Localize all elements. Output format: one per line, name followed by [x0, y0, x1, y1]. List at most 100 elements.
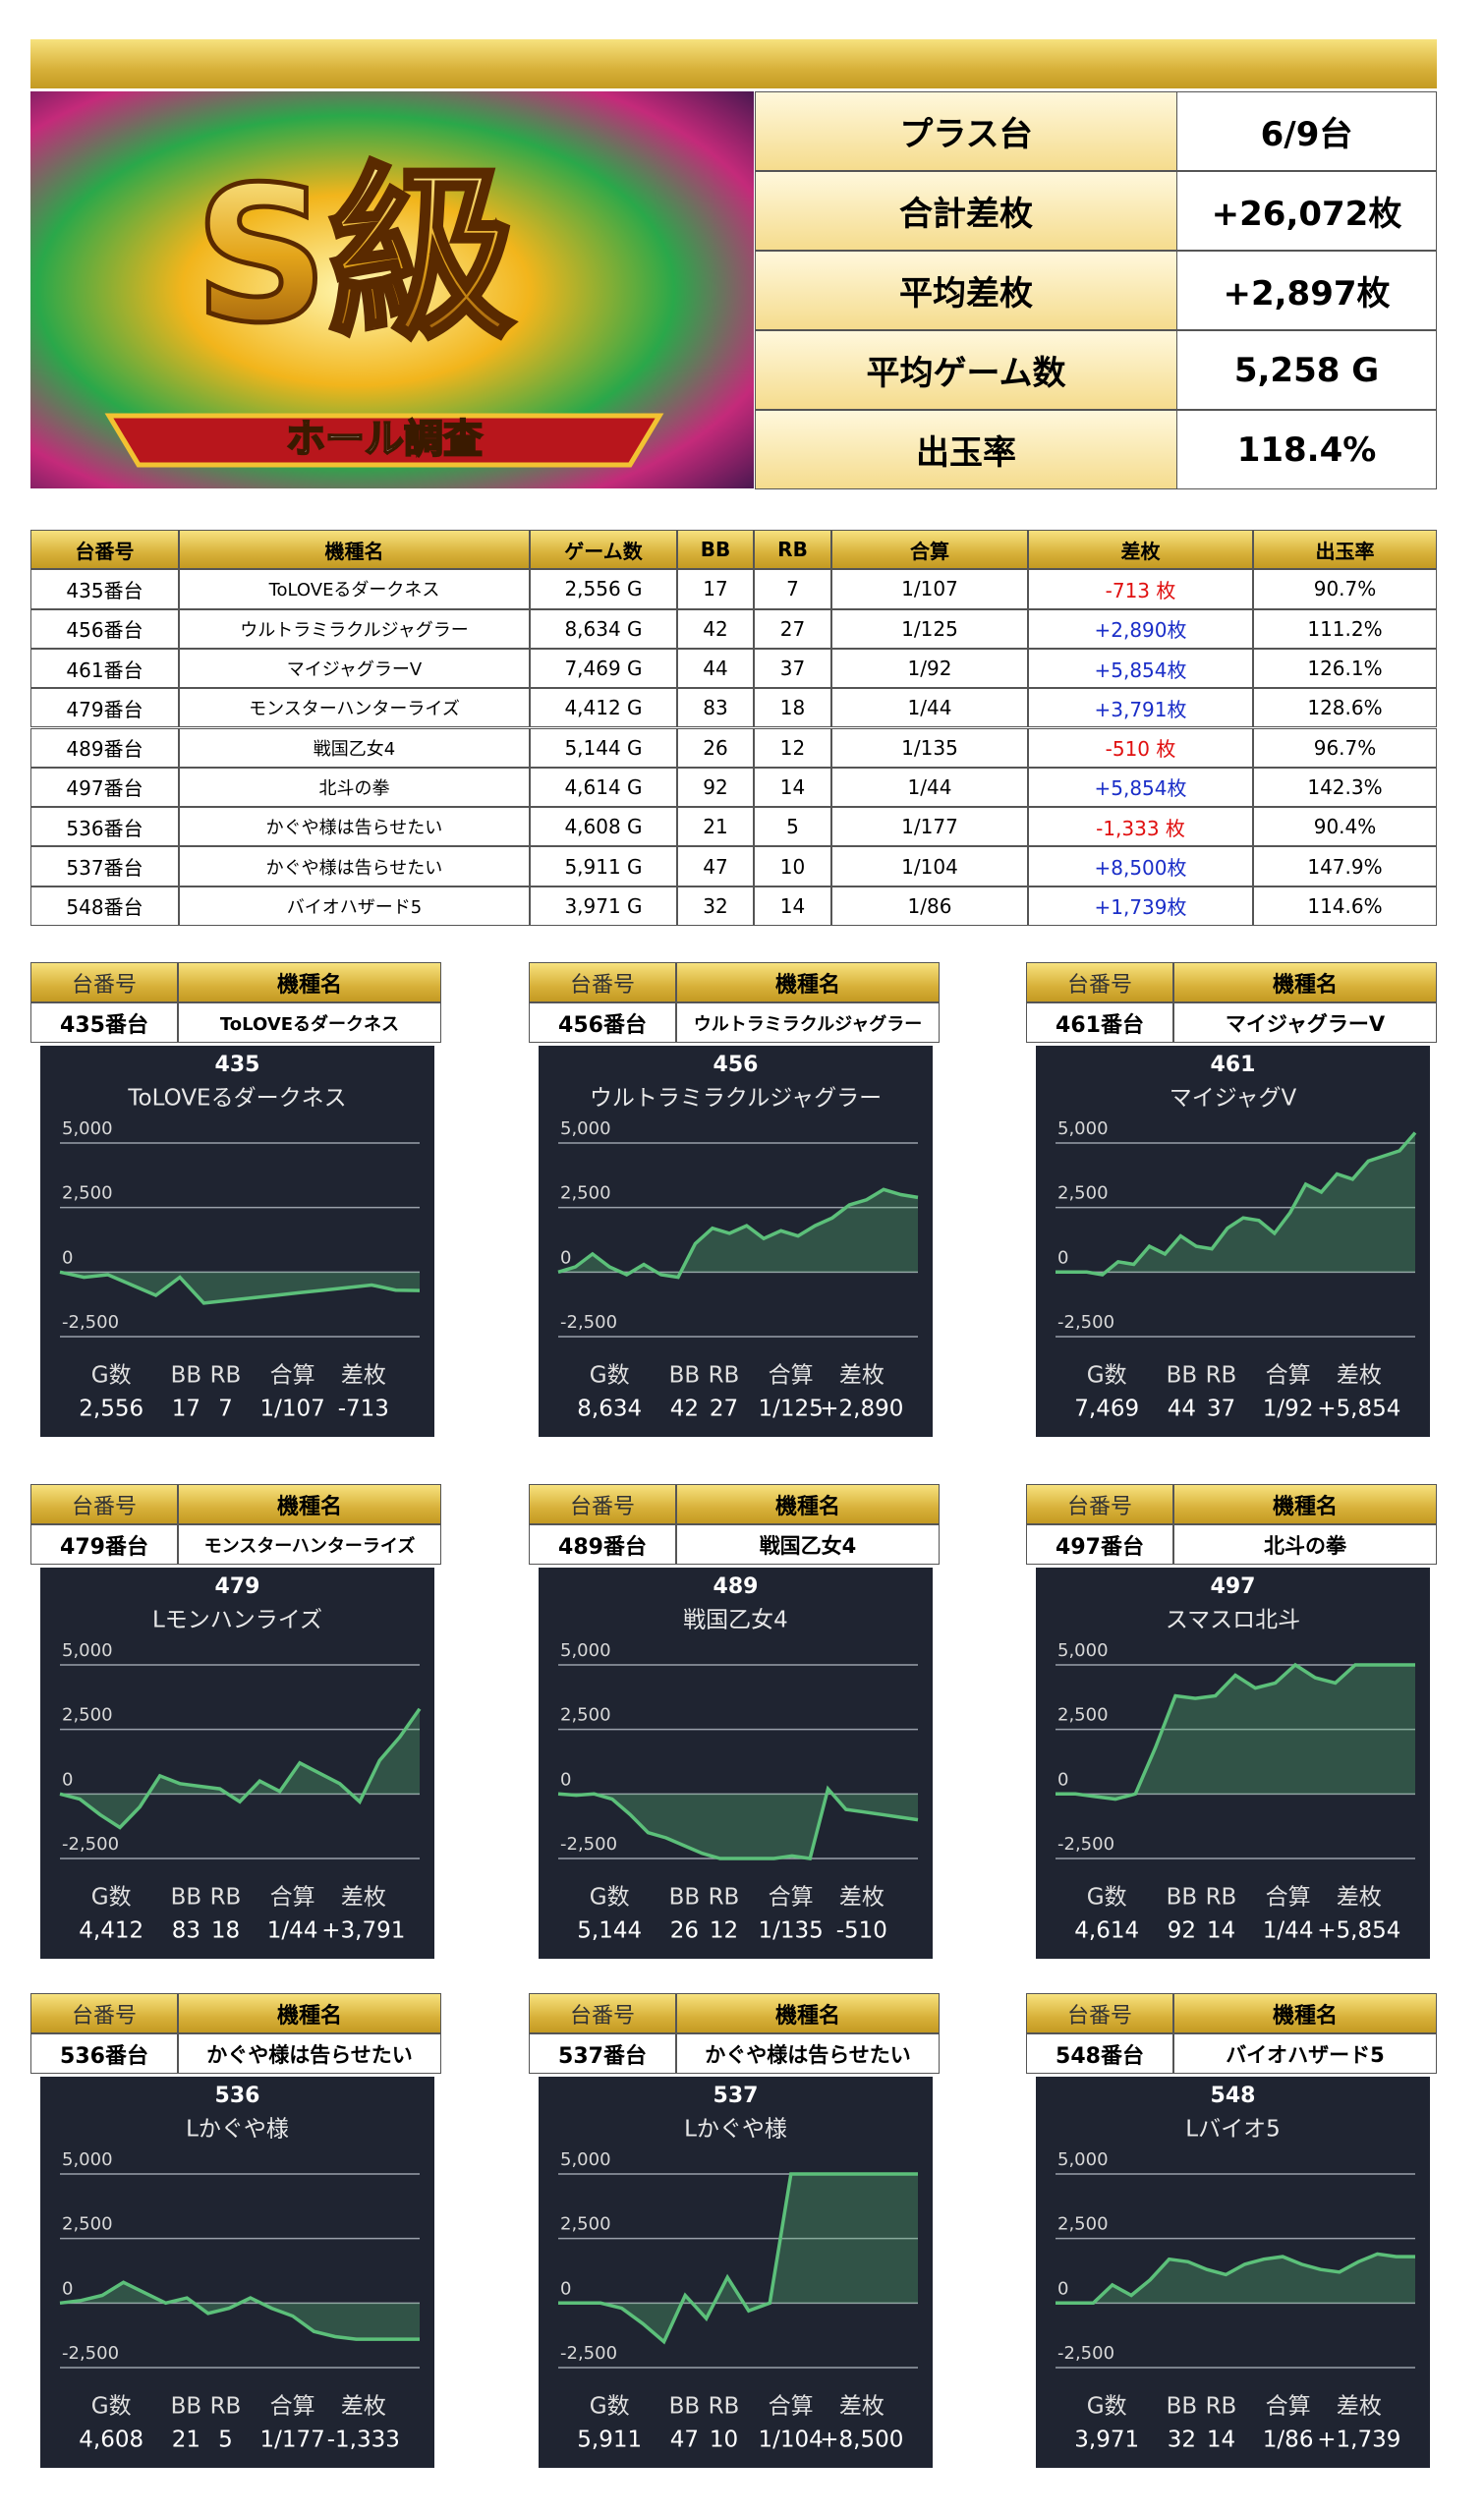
chart-title: 479 — [215, 1574, 260, 1599]
table-cell: 1/92 — [831, 648, 1028, 689]
panel-number: 456番台 — [529, 1002, 676, 1043]
summary-label: 平均ゲーム数 — [755, 330, 1177, 410]
table-header: ゲーム数 — [530, 530, 677, 570]
panel-name: ウルトラミラクルジャグラー — [676, 1002, 940, 1043]
y-tick-label: 5,000 — [1057, 1118, 1109, 1139]
line — [59, 1270, 421, 1305]
table-cell: 147.9% — [1253, 846, 1437, 886]
chart-bg — [539, 1568, 933, 1959]
stat-value: -713 — [338, 1397, 389, 1422]
stat-value: 1/104 — [758, 2428, 823, 2453]
chart-title: 548 — [1211, 2084, 1256, 2108]
panel-name: ToLOVEるダークネス — [178, 1002, 441, 1043]
panel-name: かぐや様は告らせたい — [676, 2033, 940, 2074]
area — [1056, 1665, 1415, 1800]
summary-value: 5,258 G — [1176, 330, 1437, 410]
stat-value: 83 — [172, 1918, 200, 1944]
stat-label: G数 — [1087, 1363, 1127, 1389]
table-cell: 7,469 G — [530, 648, 677, 689]
chart-bg — [40, 1568, 434, 1959]
panel-number: 536番台 — [30, 2033, 178, 2074]
chart-subtitle: マイジャグV — [1170, 1086, 1297, 1112]
table-cell: 1/86 — [831, 886, 1028, 926]
table-header: 差枚 — [1028, 530, 1253, 570]
y-tick-label: 2,500 — [560, 1705, 611, 1726]
panel-label: 台番号 — [529, 1993, 676, 2033]
stat-label: 合算 — [270, 1885, 315, 1911]
table-cell: 5,911 G — [530, 846, 677, 886]
table-cell: 3,971 G — [530, 886, 677, 926]
stat-value: -510 — [836, 1918, 887, 1944]
hero: S級 ホール調査 — [30, 91, 754, 488]
area — [558, 1789, 918, 1858]
stat-label: 差枚 — [341, 2394, 386, 2420]
stat-label: BB — [1167, 2394, 1198, 2420]
table-cell: 18 — [754, 688, 831, 728]
line — [558, 2172, 918, 2345]
stat-value: +5,854 — [1317, 1918, 1400, 1944]
hero-title: S級 — [195, 146, 516, 364]
stat-value: 1/92 — [1263, 1397, 1314, 1422]
stat-value: 4,614 — [1074, 1918, 1139, 1944]
table-cell: 489番台 — [30, 727, 179, 768]
y-tick-label: 2,500 — [1057, 1183, 1109, 1204]
stat-label: RB — [210, 1363, 242, 1389]
table-cell: 4,614 G — [530, 767, 677, 808]
stat-value: 4,412 — [79, 1918, 143, 1944]
stat-value: 17 — [172, 1397, 200, 1422]
chart-title: 497 — [1211, 1574, 1256, 1599]
chart-title: 461 — [1211, 1053, 1256, 1077]
stat-value: 14 — [1207, 2428, 1235, 2453]
chart-bg — [539, 1046, 933, 1437]
summary-value: +2,897枚 — [1176, 251, 1437, 330]
chart-subtitle: Lバイオ5 — [1185, 2117, 1280, 2143]
table-cell: 12 — [754, 727, 831, 768]
line — [1056, 2252, 1415, 2306]
stat-value: 14 — [1207, 1918, 1235, 1944]
table-cell: +5,854枚 — [1028, 648, 1253, 689]
chart-title: 537 — [713, 2084, 759, 2108]
table-cell: 戦国乙女4 — [179, 727, 530, 768]
table-cell: 5 — [754, 807, 831, 847]
y-tick-label: -2,500 — [560, 2343, 617, 2364]
chart-subtitle: スマスロ北斗 — [1166, 1608, 1300, 1633]
stat-label: 差枚 — [1337, 2394, 1382, 2420]
table-cell: 537番台 — [30, 846, 179, 886]
chart-bg — [539, 2077, 933, 2468]
stat-value: 1/135 — [758, 1918, 823, 1944]
table-cell: 126.1% — [1253, 648, 1437, 689]
panel-label: 機種名 — [676, 1484, 940, 1524]
stat-label: RB — [210, 1885, 242, 1911]
area — [60, 1272, 420, 1303]
panel-label: 機種名 — [178, 962, 441, 1002]
stat-label: 合算 — [769, 1363, 814, 1389]
table-cell: +5,854枚 — [1028, 767, 1253, 808]
panel-label: 台番号 — [1026, 1993, 1173, 2033]
table-cell: +1,739枚 — [1028, 886, 1253, 926]
panel-label: 台番号 — [529, 1484, 676, 1524]
table-cell: 17 — [677, 569, 754, 609]
hero-subtitle: ホール調査 — [286, 417, 483, 462]
panel-number: 489番台 — [529, 1524, 676, 1565]
stat-value: +2,890 — [820, 1397, 903, 1422]
y-tick-label: -2,500 — [1057, 1312, 1114, 1333]
table-cell: 北斗の拳 — [179, 767, 530, 808]
stat-label: 差枚 — [839, 1885, 885, 1911]
stat-value: 18 — [211, 1918, 240, 1944]
stat-value: 8,634 — [577, 1397, 642, 1422]
table-cell: 42 — [677, 608, 754, 649]
stat-value: 1/44 — [267, 1918, 318, 1944]
stat-value: 1/44 — [1263, 1918, 1314, 1944]
y-tick-label: 0 — [1057, 1247, 1068, 1268]
chart-bg — [40, 2077, 434, 2468]
table-cell: 114.6% — [1253, 886, 1437, 926]
stat-label: RB — [210, 2394, 242, 2420]
table-cell: 90.7% — [1253, 569, 1437, 609]
table-cell: 1/44 — [831, 688, 1028, 728]
line — [557, 1785, 919, 1860]
y-tick-label: 0 — [62, 2278, 73, 2299]
table-cell: 47 — [677, 846, 754, 886]
chart-subtitle: Lかぐや様 — [684, 2117, 787, 2143]
y-tick-label: 5,000 — [560, 1640, 611, 1661]
table-header: RB — [754, 530, 831, 570]
